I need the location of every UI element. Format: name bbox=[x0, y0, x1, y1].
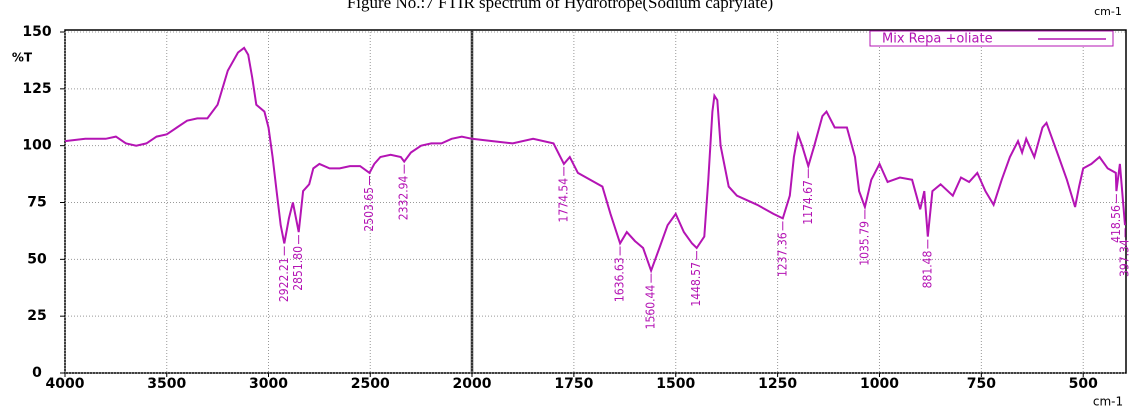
y-tick-label: 75 bbox=[27, 195, 46, 211]
x-tick-label: 2000 bbox=[453, 376, 492, 392]
x-tick-label: 1750 bbox=[554, 376, 593, 392]
peak-label: 1035.79 bbox=[857, 221, 871, 266]
peak-label: 418.56 bbox=[1109, 205, 1123, 243]
y-tick-label: 100 bbox=[22, 138, 51, 154]
peak-label: 2503.65 bbox=[362, 187, 376, 232]
x-tick-label: 1250 bbox=[758, 376, 797, 392]
y-tick-label: 0 bbox=[32, 365, 42, 381]
peak-label: 1636.63 bbox=[613, 257, 627, 302]
x-tick-label: 2500 bbox=[351, 376, 390, 392]
chart-title: Figure No.:7 FTIR spectrum of Hydrotrope… bbox=[347, 0, 773, 12]
x-axis-label: cm-1 bbox=[1093, 395, 1123, 409]
peak-label: 2332.94 bbox=[397, 175, 411, 220]
peak-label: 2922.21 bbox=[277, 257, 291, 302]
y-tick-label: 125 bbox=[22, 81, 51, 97]
x-tick-label: 1500 bbox=[656, 376, 695, 392]
x-tick-label: 4000 bbox=[46, 376, 85, 392]
y-axis-label: %T bbox=[12, 51, 33, 65]
x-tick-label: 3500 bbox=[147, 376, 186, 392]
peak-label: 1174.67 bbox=[801, 180, 815, 225]
plot-frame bbox=[64, 29, 1127, 374]
x-tick-label: 750 bbox=[967, 376, 996, 392]
x-tick-label: 500 bbox=[1069, 376, 1098, 392]
peak-label: 1774.54 bbox=[556, 178, 570, 223]
y-tick-label: 50 bbox=[27, 251, 47, 267]
peak-label: 1560.44 bbox=[644, 285, 658, 330]
y-tick-label: 150 bbox=[22, 24, 51, 40]
peak-label: 1237.36 bbox=[775, 232, 789, 277]
peak-label: 1448.57 bbox=[689, 262, 703, 307]
spectrum-line bbox=[64, 46, 1126, 274]
peak-label: 397.34 bbox=[1118, 239, 1131, 277]
peak-label: 2851.80 bbox=[291, 246, 305, 291]
y-tick-label: 25 bbox=[27, 308, 46, 324]
peak-label: 881.48 bbox=[920, 250, 934, 288]
legend-label: Mix Repa +oliate bbox=[882, 32, 993, 47]
x-tick-label: 3000 bbox=[249, 376, 288, 392]
x-tick-label: 1000 bbox=[860, 376, 899, 392]
legend-box bbox=[869, 30, 1114, 47]
x-axis-unit-top: cm-1 bbox=[1094, 5, 1122, 18]
